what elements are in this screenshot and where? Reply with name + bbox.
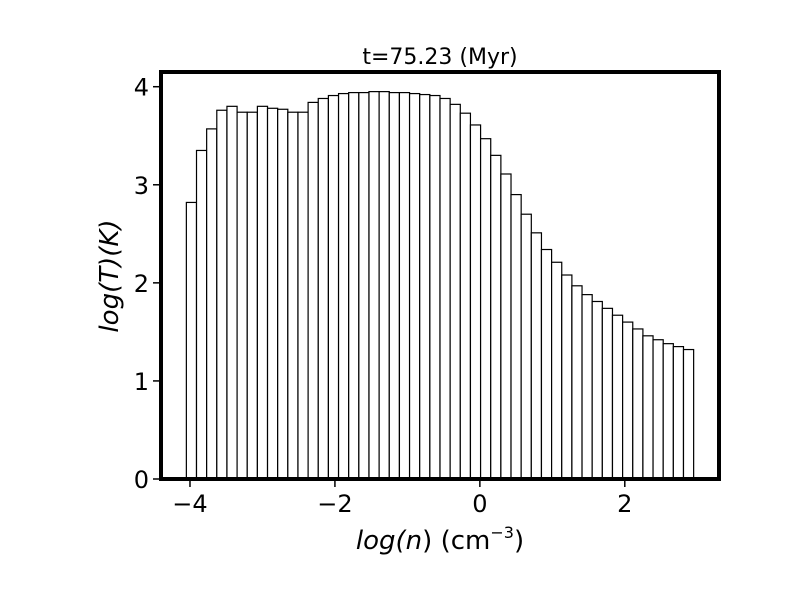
histogram-bar [571,285,583,480]
histogram-bar [358,91,370,480]
x-axis-label-exponent: −3 [490,523,514,542]
histogram-bar [216,109,228,480]
histogram-bar [317,97,330,480]
y-axis-ticks: 0 1 2 3 4 [134,74,161,494]
histogram-bar [652,339,664,480]
histogram-bar [611,314,624,480]
histogram-bar [277,108,289,480]
histogram-bar [236,111,248,480]
histogram-bar [185,201,198,480]
histogram-bar [530,232,543,480]
histogram-bar [368,91,380,480]
y-axis-label: log(T)(K) [95,219,125,332]
histogram-bar [672,346,685,480]
x-tick-label: −4 [172,490,207,518]
y-axis-label-text: log(T)(K) [95,219,125,332]
histogram-bar [459,112,472,480]
histogram-bar [256,105,269,480]
x-axis-label: log(n) (cm−3) [356,523,524,556]
y-tick-label: 0 [134,466,149,494]
histogram-bar [662,343,674,480]
x-axis-label-suffix: ) (cm [422,526,490,556]
histogram-bar [439,97,451,480]
x-axis-ticks: −4 −2 0 2 [172,479,632,518]
histogram-bar [206,128,218,480]
x-axis-label-close: ) [514,526,524,556]
histogram-bar [601,307,614,480]
histogram-bar [510,193,522,480]
histogram-bar [449,103,461,480]
histogram-bar [622,321,634,480]
histogram-bar [297,111,309,480]
x-axis-label-prefix: log( [356,526,408,556]
histogram-bar [348,91,360,480]
y-tick-label: 4 [134,74,149,102]
histogram-bar [520,213,532,480]
histogram-bar [632,328,644,480]
histogram-bar [429,94,441,480]
y-tick-label: 1 [134,368,149,396]
histogram-bar [327,94,340,480]
histogram-bar [246,111,258,480]
histogram-bar [479,138,492,480]
histogram-bar [682,348,695,480]
histogram-bar [469,124,482,480]
x-tick-label: −2 [317,490,352,518]
plot-frame [159,70,721,481]
histogram-bar [378,91,390,480]
chart-title: t=75.23 (Myr) [362,45,517,70]
histogram-bar [419,93,431,480]
histogram-bar [540,248,553,480]
histogram-bar [490,154,502,480]
histogram-bar [500,173,512,480]
y-tick-label: 3 [134,172,149,200]
x-tick-label: 2 [617,490,632,518]
x-tick-label: 0 [472,490,487,518]
histogram-bar [591,300,603,480]
histogram-bar [195,149,208,480]
bars-group [185,91,695,480]
histogram-bar [307,101,319,480]
histogram-bar [550,261,563,480]
histogram-bar [642,335,654,480]
histogram-bar [388,91,401,480]
histogram-bar [581,294,593,480]
y-tick-label: 2 [134,270,149,298]
histogram-bar [287,111,299,480]
histogram-bar [226,105,238,480]
histogram-bar [561,274,573,480]
x-axis-label-var: n [406,526,422,556]
histogram-bar [408,92,421,480]
histogram-bar [398,91,411,480]
histogram-bar [266,107,279,480]
histogram-bar [337,92,350,480]
